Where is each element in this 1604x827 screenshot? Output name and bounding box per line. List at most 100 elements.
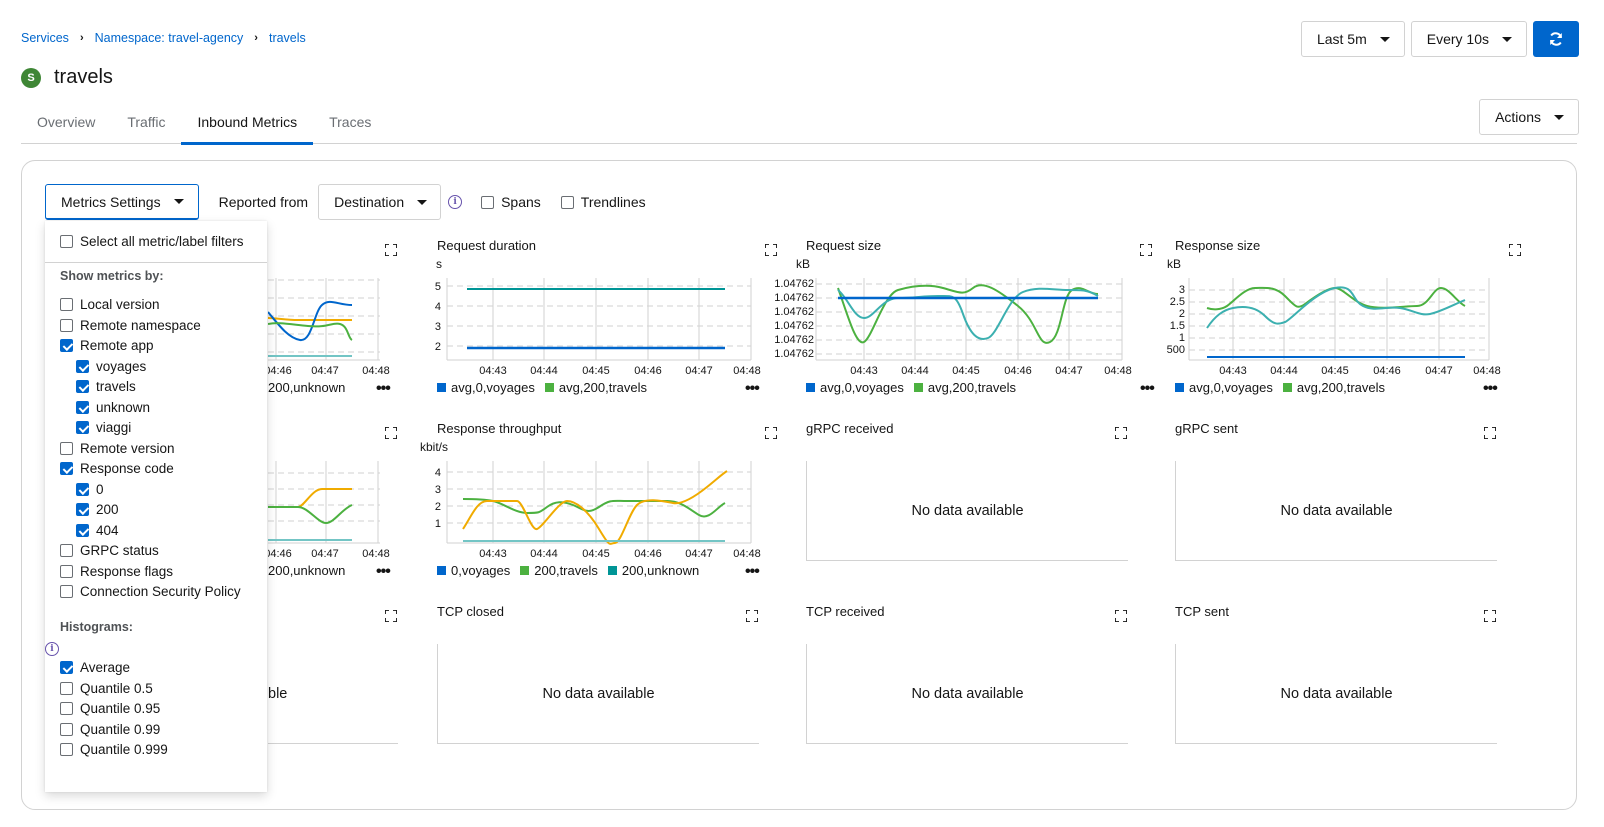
kebab-menu-icon[interactable]: ••• (376, 563, 391, 580)
filter-label: viaggi (96, 420, 132, 435)
checkbox[interactable] (60, 723, 73, 736)
expand-icon[interactable] (765, 244, 777, 256)
expand-icon[interactable] (1509, 244, 1521, 256)
tab-traces[interactable]: Traces (329, 114, 372, 130)
checkbox[interactable] (60, 319, 73, 332)
filter-connection-security-policy[interactable]: Connection Security Policy (60, 584, 241, 599)
checkbox[interactable] (76, 380, 89, 393)
tab-overview[interactable]: Overview (37, 114, 96, 130)
breadcrumb-namespace-link[interactable]: Namespace: travel-agency (94, 31, 244, 45)
kebab-menu-icon[interactable]: ••• (745, 380, 760, 397)
expand-icon[interactable] (385, 427, 397, 439)
kebab-menu-icon[interactable]: ••• (1140, 380, 1155, 397)
legend-item[interactable]: avg,0,voyages (1175, 380, 1273, 395)
breadcrumb-current-link[interactable]: travels (268, 31, 306, 45)
kebab-menu-icon[interactable]: ••• (745, 563, 760, 580)
expand-icon[interactable] (1115, 427, 1127, 439)
reported-from-select[interactable]: Destination (318, 184, 442, 220)
filter-remote-app-voyages[interactable]: voyages (76, 359, 146, 374)
select-all-checkbox-box[interactable] (60, 235, 73, 248)
select-all-checkbox[interactable]: Select all metric/label filters (60, 234, 244, 249)
x-tick: 04:44 (530, 548, 558, 559)
checkbox[interactable] (76, 421, 89, 434)
filter-response-code-0[interactable]: 0 (76, 482, 104, 497)
checkbox[interactable] (76, 483, 89, 496)
filter-remote-app-unknown[interactable]: unknown (76, 400, 150, 415)
checkbox[interactable] (60, 585, 73, 598)
histogram-quantile-0-999[interactable]: Quantile 0.999 (60, 742, 168, 757)
checkbox[interactable] (76, 503, 89, 516)
info-icon[interactable]: i (448, 195, 463, 209)
expand-icon[interactable] (1115, 610, 1127, 622)
filter-remote-version[interactable]: Remote version (60, 441, 175, 456)
checkbox[interactable] (60, 462, 73, 475)
filter-remote-namespace[interactable]: Remote namespace (60, 318, 201, 333)
legend-item[interactable]: avg,0,voyages (806, 380, 904, 395)
histogram-average[interactable]: Average (60, 660, 130, 675)
expand-icon[interactable] (385, 610, 397, 622)
spans-checkbox[interactable]: Spans (481, 194, 541, 210)
filter-response-flags[interactable]: Response flags (60, 564, 173, 579)
caret-down-icon (1554, 114, 1564, 120)
kebab-menu-icon[interactable]: ••• (1483, 380, 1498, 397)
histogram-label: Quantile 0.5 (80, 681, 153, 696)
trendlines-checkbox-box[interactable] (560, 195, 574, 209)
tab-traffic[interactable]: Traffic (127, 114, 166, 130)
y-tick: 500 (1167, 344, 1185, 356)
legend-item[interactable]: avg,200,travels (913, 380, 1016, 395)
breadcrumb-separator-icon: › (79, 32, 84, 44)
checkbox[interactable] (60, 339, 73, 352)
checkbox[interactable] (60, 442, 73, 455)
histogram-quantile-0-95[interactable]: Quantile 0.95 (60, 701, 160, 716)
expand-icon[interactable] (765, 427, 777, 439)
info-icon[interactable]: i (45, 642, 59, 656)
checkbox[interactable] (76, 401, 89, 414)
checkbox[interactable] (60, 544, 73, 557)
checkbox[interactable] (76, 360, 89, 373)
filter-response-code-404[interactable]: 404 (76, 523, 119, 538)
filter-local-version[interactable]: Local version (60, 297, 160, 312)
checkbox[interactable] (60, 682, 73, 695)
trendlines-checkbox[interactable]: Trendlines (560, 194, 646, 210)
expand-icon[interactable] (746, 610, 758, 622)
legend-item[interactable]: 200,travels (520, 563, 598, 578)
filter-grpc-status[interactable]: GRPC status (60, 543, 159, 558)
legend-item[interactable]: avg,200,travels (544, 380, 647, 395)
refresh-interval-select[interactable]: Every 10s (1410, 21, 1527, 57)
checkbox[interactable] (60, 702, 73, 715)
refresh-interval-label: Every 10s (1426, 31, 1489, 47)
checkbox[interactable] (60, 565, 73, 578)
time-range-select[interactable]: Last 5m (1300, 21, 1405, 57)
actions-dropdown[interactable]: Actions (1479, 99, 1579, 135)
legend-item[interactable]: avg,0,voyages (437, 380, 535, 395)
y-tick: 1 (1179, 332, 1185, 344)
tab-inbound-metrics[interactable]: Inbound Metrics (181, 104, 313, 145)
checkbox[interactable] (76, 524, 89, 537)
legend-item[interactable]: 200,unknown (607, 563, 699, 578)
filter-remote-app-travels[interactable]: travels (76, 379, 136, 394)
breadcrumb-services-link[interactable]: Services (21, 31, 69, 45)
filter-remote-app-viaggi[interactable]: viaggi (76, 420, 131, 435)
filter-remote-app[interactable]: Remote app (60, 338, 154, 353)
histogram-quantile-0-99[interactable]: Quantile 0.99 (60, 722, 160, 737)
expand-icon[interactable] (385, 244, 397, 256)
histogram-quantile-0-5[interactable]: Quantile 0.5 (60, 681, 153, 696)
expand-icon[interactable] (1140, 244, 1152, 256)
expand-icon[interactable] (1484, 610, 1496, 622)
x-tick: 04:47 (1055, 365, 1083, 376)
checkbox[interactable] (60, 743, 73, 756)
no-data-text: No data available (1280, 502, 1393, 519)
metrics-settings-button[interactable]: Metrics Settings (45, 184, 199, 220)
histogram-label: Quantile 0.999 (80, 742, 168, 757)
spans-checkbox-box[interactable] (481, 195, 495, 209)
checkbox[interactable] (60, 298, 73, 311)
filter-response-code[interactable]: Response code (60, 461, 174, 476)
filter-response-code-200[interactable]: 200 (76, 502, 119, 517)
chart-panel-tcp-closed: TCP closed No data available (437, 604, 777, 764)
checkbox[interactable] (60, 661, 73, 674)
kebab-menu-icon[interactable]: ••• (376, 380, 391, 397)
legend-item[interactable]: 0,voyages (437, 563, 510, 578)
refresh-button[interactable] (1533, 21, 1579, 57)
legend-item[interactable]: avg,200,travels (1282, 380, 1385, 395)
expand-icon[interactable] (1484, 427, 1496, 439)
